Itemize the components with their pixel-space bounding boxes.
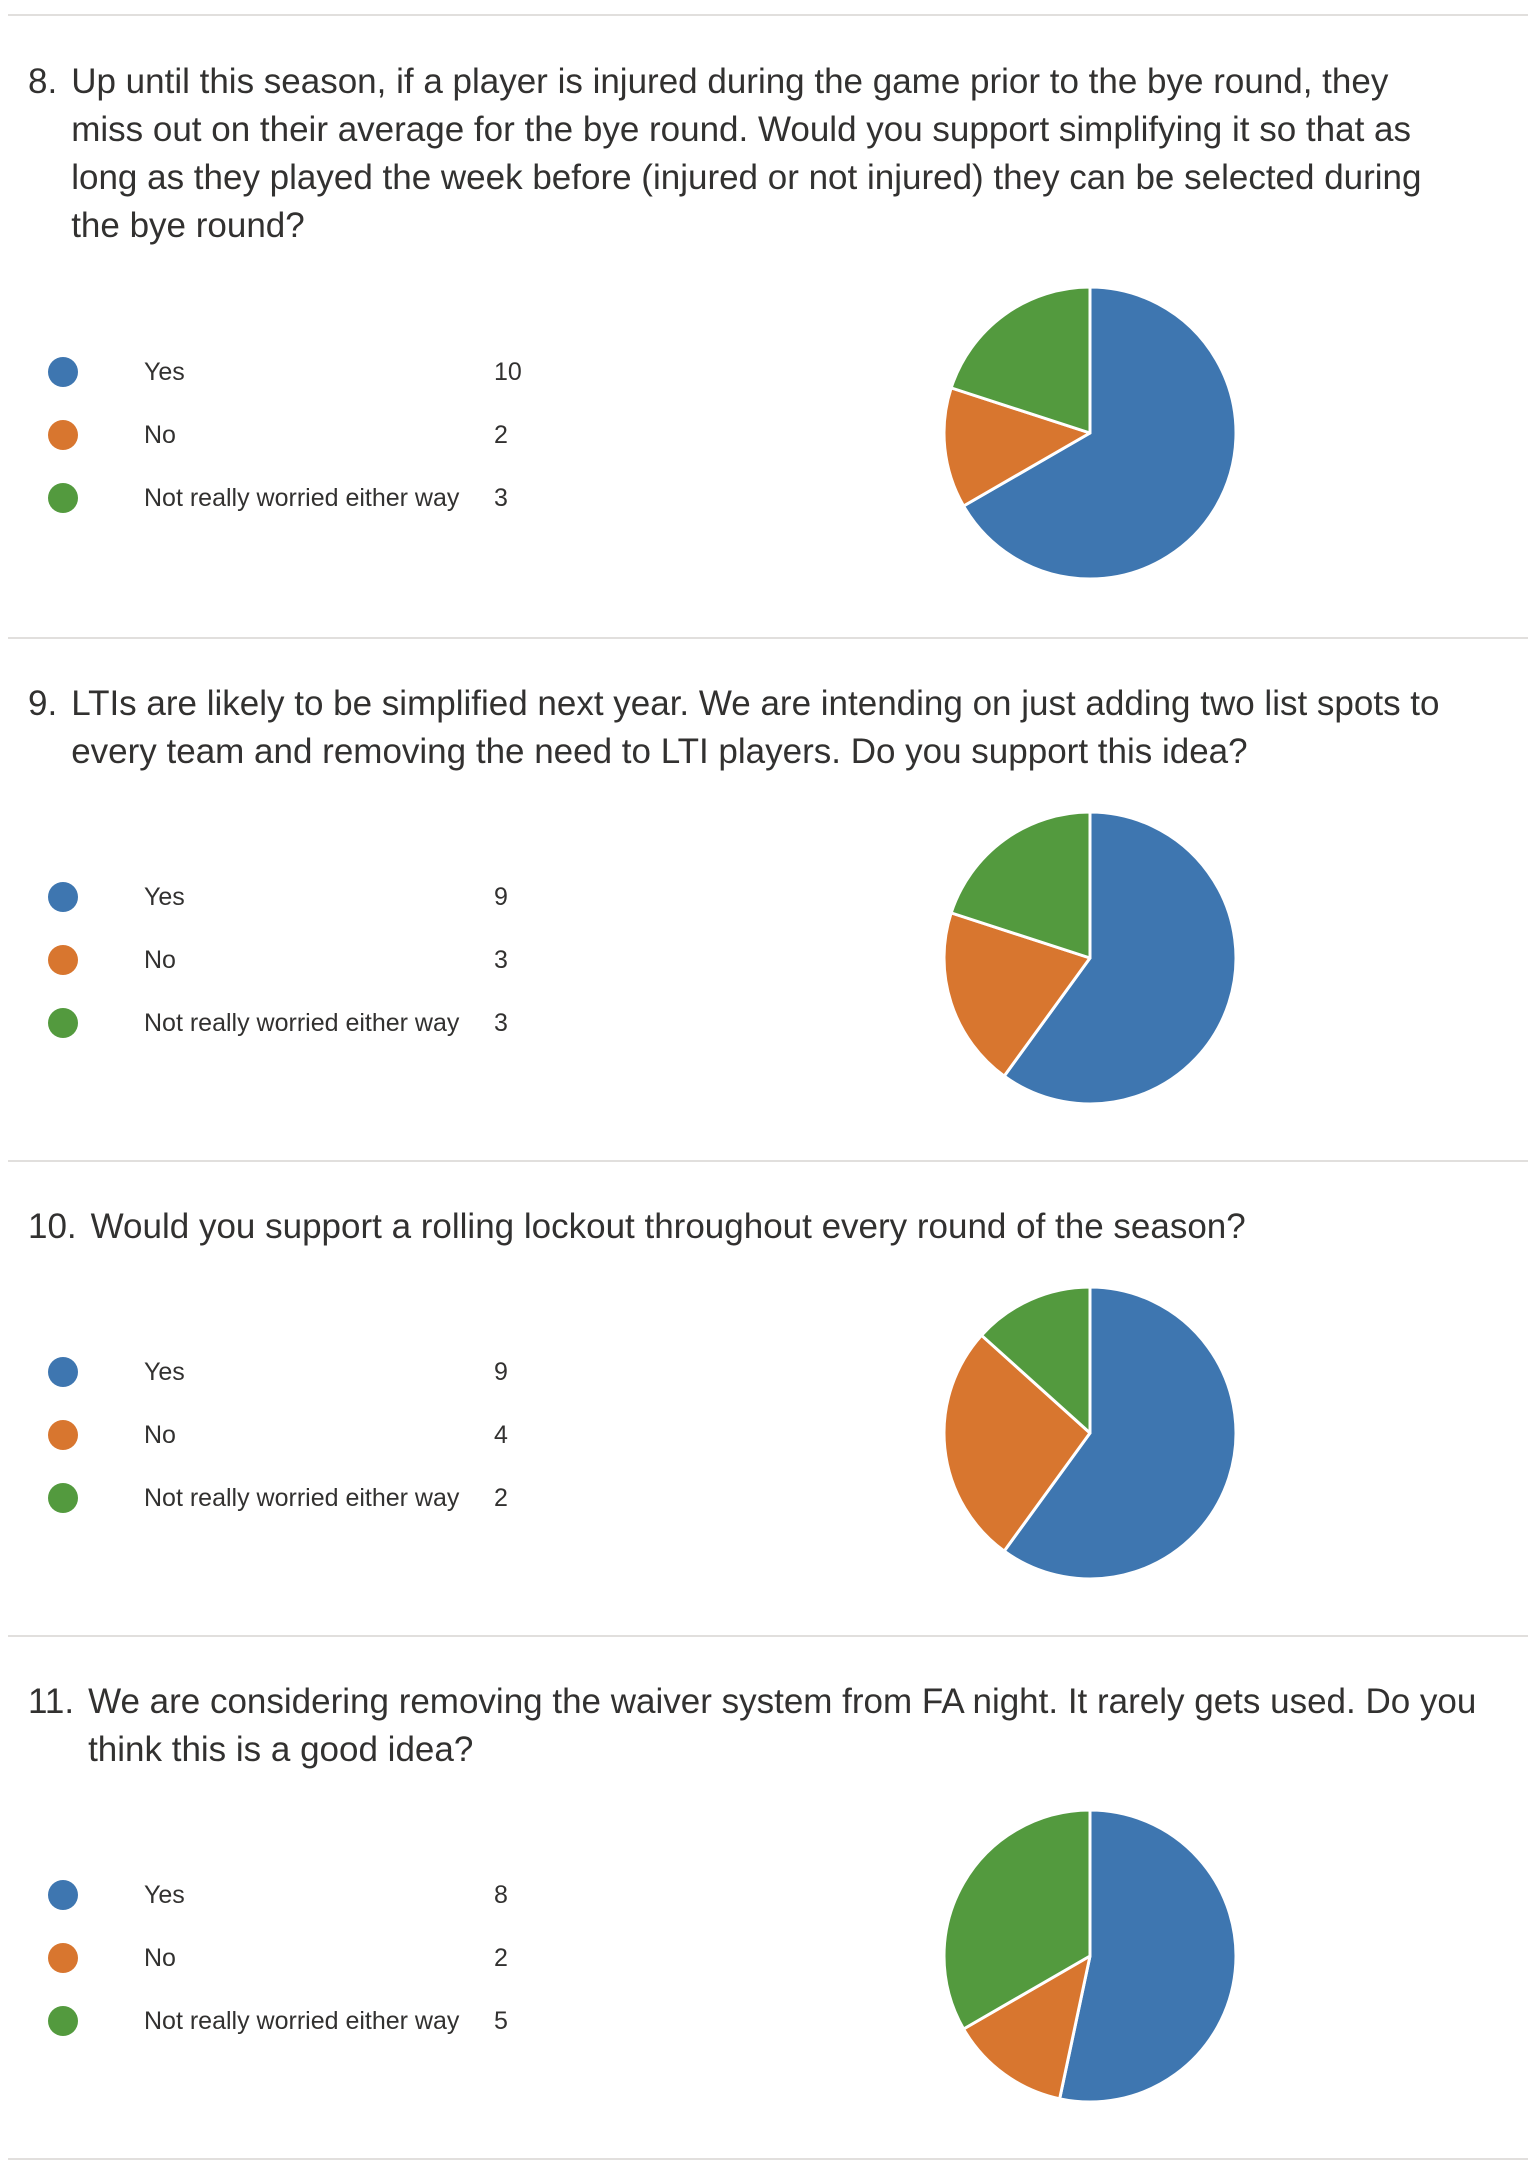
question-title: Up until this season, if a player is inj… <box>71 62 1422 245</box>
divider <box>8 14 1528 16</box>
question-9: 9. LTIs are likely to be simplified next… <box>28 680 1528 776</box>
legend-count: 2 <box>494 421 508 449</box>
pie-slice-yes <box>1058 1808 1238 2104</box>
divider <box>8 1160 1528 1162</box>
yes-color-dot <box>48 882 78 912</box>
legend-item-no: No 2 <box>48 1941 508 1975</box>
legend-label: Not really worried either way <box>144 484 460 512</box>
legend-label: Not really worried either way <box>144 1484 460 1512</box>
question-header: 9. LTIs are likely to be simplified next… <box>28 680 1528 776</box>
question-number: 8. <box>28 62 58 101</box>
question-11: 11. We are considering removing the waiv… <box>28 1678 1528 1774</box>
legend-label: Not really worried either way <box>144 1009 460 1037</box>
pie-slice-no <box>942 386 1092 508</box>
legend-item-neutral: Not really worried either way 5 <box>48 2004 508 2038</box>
legend-item-no: No 2 <box>48 418 508 452</box>
no-color-dot <box>48 1420 78 1450</box>
question-header: 8. Up until this season, if a player is … <box>28 58 1528 250</box>
question-number: 10. <box>28 1207 77 1246</box>
legend-count: 2 <box>494 1484 508 1512</box>
legend-item-neutral: Not really worried either way 3 <box>48 1006 508 1040</box>
legend-item-yes: Yes 9 <box>48 880 508 914</box>
question-number: 9. <box>28 684 58 723</box>
legend-item-neutral: Not really worried either way 3 <box>48 481 508 515</box>
pie-slice-neutral <box>949 285 1092 435</box>
question-8: 8. Up until this season, if a player is … <box>28 58 1528 250</box>
divider <box>8 637 1528 639</box>
legend-item-no: No 4 <box>48 1418 508 1452</box>
legend-item-yes: Yes 9 <box>48 1355 508 1389</box>
neutral-color-dot <box>48 483 78 513</box>
pie-slice-no <box>942 911 1092 1078</box>
pie-chart <box>942 1285 1238 1581</box>
pie-chart <box>942 810 1238 1106</box>
legend-count: 10 <box>494 358 522 386</box>
pie-chart <box>942 1808 1238 2104</box>
legend-item-neutral: Not really worried either way 2 <box>48 1481 508 1515</box>
question-header: 11. We are considering removing the waiv… <box>28 1678 1528 1774</box>
no-color-dot <box>48 420 78 450</box>
neutral-color-dot <box>48 1008 78 1038</box>
legend-count: 3 <box>494 1009 508 1037</box>
neutral-color-dot <box>48 1483 78 1513</box>
legend-count: 9 <box>494 1358 508 1386</box>
legend-label: Yes <box>144 883 185 911</box>
legend-count: 4 <box>494 1421 508 1449</box>
pie-chart <box>942 285 1238 581</box>
legend-label: No <box>144 1944 176 1972</box>
legend-count: 3 <box>494 484 508 512</box>
yes-color-dot <box>48 1880 78 1910</box>
yes-color-dot <box>48 357 78 387</box>
question-header: 10. Would you support a rolling lockout … <box>28 1203 1528 1251</box>
pie-slice-no <box>962 1954 1092 2101</box>
legend-count: 8 <box>494 1881 508 1909</box>
legend-count: 3 <box>494 946 508 974</box>
question-number: 11. <box>28 1682 75 1721</box>
pie-slice-yes <box>1002 1285 1238 1581</box>
pie-slice-no <box>942 1333 1092 1553</box>
question-title: LTIs are likely to be simplified next ye… <box>71 684 1440 771</box>
legend-item-no: No 3 <box>48 943 508 977</box>
no-color-dot <box>48 1943 78 1973</box>
legend-label: Yes <box>144 1358 185 1386</box>
pie-slice-neutral <box>980 1285 1092 1435</box>
legend-count: 2 <box>494 1944 508 1972</box>
pie-slice-yes <box>1002 810 1238 1106</box>
legend-item-yes: Yes 8 <box>48 1878 508 1912</box>
yes-color-dot <box>48 1357 78 1387</box>
legend-label: Yes <box>144 1881 185 1909</box>
pie-slice-neutral <box>942 1808 1092 2031</box>
legend-label: No <box>144 421 176 449</box>
legend-label: No <box>144 946 176 974</box>
legend-label: Not really worried either way <box>144 2007 460 2035</box>
pie-slice-yes <box>962 285 1238 581</box>
question-title: Would you support a rolling lockout thro… <box>90 1207 1246 1246</box>
legend-label: No <box>144 1421 176 1449</box>
neutral-color-dot <box>48 2006 78 2036</box>
legend-label: Yes <box>144 358 185 386</box>
question-10: 10. Would you support a rolling lockout … <box>28 1203 1528 1251</box>
divider <box>8 1635 1528 1637</box>
no-color-dot <box>48 945 78 975</box>
question-title: We are considering removing the waiver s… <box>88 1682 1477 1769</box>
pie-slice-neutral <box>949 810 1092 960</box>
legend-item-yes: Yes 10 <box>48 355 522 389</box>
legend-count: 9 <box>494 883 508 911</box>
legend-count: 5 <box>494 2007 508 2035</box>
